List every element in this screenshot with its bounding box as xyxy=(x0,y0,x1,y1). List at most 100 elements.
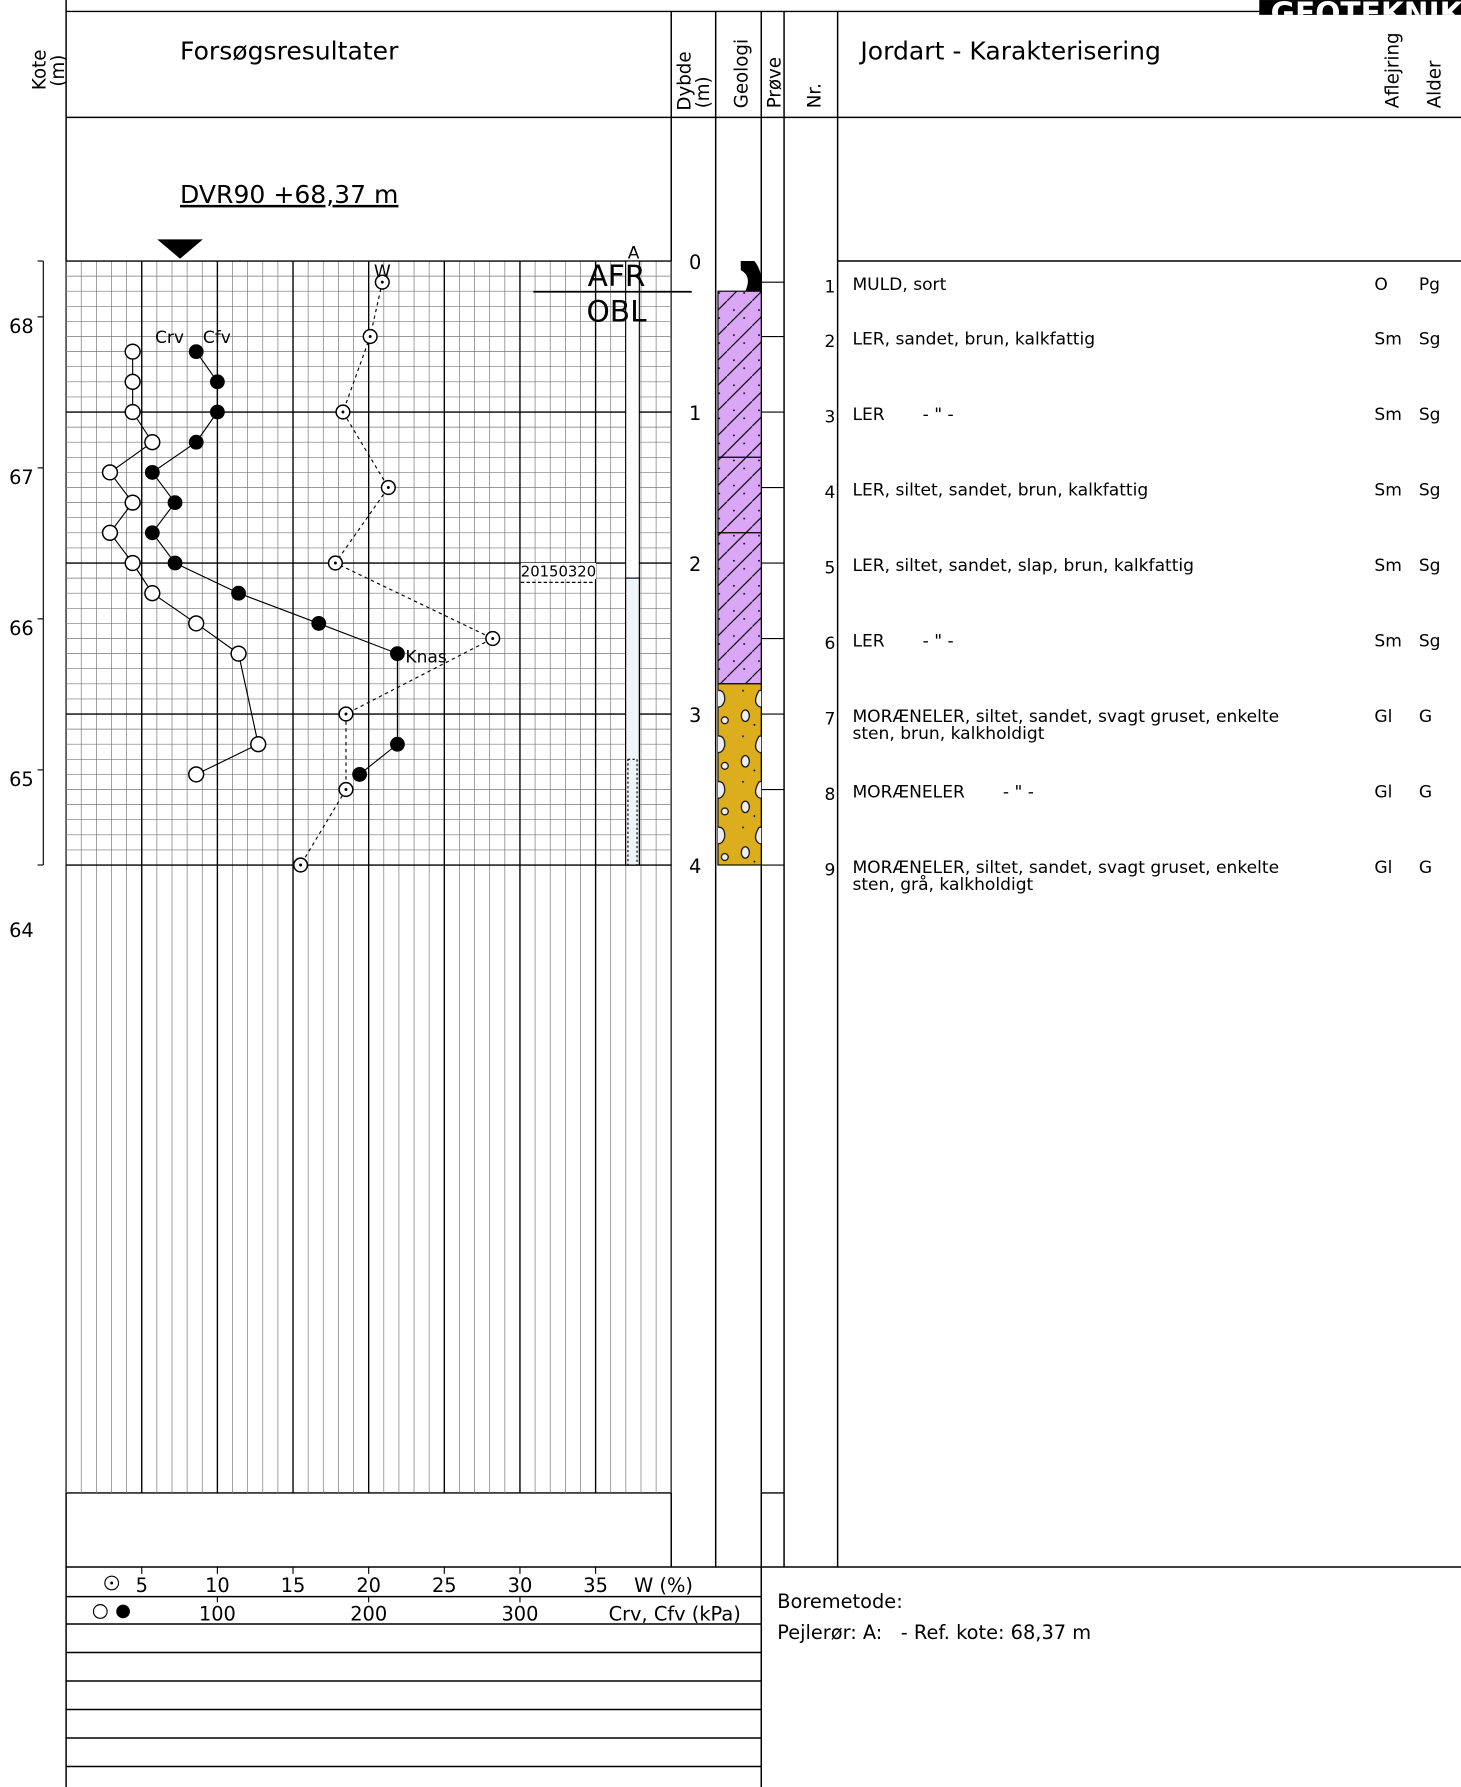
crv-point xyxy=(124,403,141,421)
legend-crv-symbol xyxy=(92,1604,108,1619)
strength-tick-label: 300 xyxy=(501,1603,538,1626)
cfv-point xyxy=(209,374,225,390)
elevation-header: (m) xyxy=(48,55,69,87)
layer-pattern xyxy=(717,683,762,866)
sample-age: G xyxy=(1419,707,1432,727)
sample-nr: 4 xyxy=(824,483,835,503)
piezometer-name: A xyxy=(628,244,640,264)
sample-age: Sg xyxy=(1419,556,1441,576)
crv-point xyxy=(124,373,141,390)
nr-header: Nr. xyxy=(805,83,826,108)
w-tick-label: 30 xyxy=(508,1574,533,1597)
sample-deposit: Gl xyxy=(1374,858,1392,878)
crv-point xyxy=(124,343,141,360)
deposit-header: Aflejring xyxy=(1382,32,1403,108)
strength-tick-label: 100 xyxy=(199,1603,236,1626)
elevation-tick-label: 64 xyxy=(9,919,34,942)
results-header: Forsøgsresultater xyxy=(180,36,399,65)
depth-header: (m) xyxy=(693,76,714,108)
sample-nr: 3 xyxy=(824,407,835,427)
cfv-point xyxy=(188,434,204,450)
w-point-dot xyxy=(380,280,384,284)
cfv-point xyxy=(167,555,183,571)
sample-nr: 9 xyxy=(824,860,835,880)
sample-description: LER, sandet, brun, kalkfattig xyxy=(852,329,1095,349)
crv-point xyxy=(188,766,205,783)
w-line xyxy=(300,282,495,866)
elevation-tick-label: 65 xyxy=(9,768,34,791)
w-tick-label: 10 xyxy=(205,1574,230,1597)
w-label: W xyxy=(374,262,391,282)
layer-pattern xyxy=(717,291,762,458)
cfv-point xyxy=(311,616,327,631)
cfv-point xyxy=(144,525,160,541)
reference-label: DVR90 +68,37 m xyxy=(180,180,398,209)
sample-deposit: Gl xyxy=(1374,707,1392,727)
layer-pattern xyxy=(717,532,762,684)
crv-point xyxy=(101,524,119,541)
sample-deposit: O xyxy=(1374,275,1387,295)
pipe-reference: Pejlerør: A: - Ref. kote: 68,37 m xyxy=(777,1621,1091,1644)
sample-age: Sg xyxy=(1419,329,1441,349)
sample-nr: 6 xyxy=(824,634,835,654)
w-tick-label: 15 xyxy=(281,1574,306,1597)
sample-description: LER, siltet, sandet, slap, brun, kalkfat… xyxy=(852,556,1194,576)
sample-nr: 1 xyxy=(824,277,835,297)
cfv-point xyxy=(188,344,204,360)
sample-deposit: Sm xyxy=(1374,480,1401,500)
w-tick-label: 25 xyxy=(432,1574,457,1597)
crv-point xyxy=(188,615,205,632)
cfv-point xyxy=(167,495,183,511)
elevation-header: Kote xyxy=(30,50,51,91)
crv-point xyxy=(124,554,141,572)
layer-pattern xyxy=(717,457,762,533)
logo-box xyxy=(1259,0,1461,15)
sample-deposit: Sm xyxy=(1374,556,1401,576)
depth-tick-label: 1 xyxy=(689,402,701,425)
depth-header: Dybde xyxy=(675,51,696,110)
w-point-dot xyxy=(386,486,390,489)
water-level-date: 20150320 xyxy=(521,564,596,581)
piezometer-label: AFR xyxy=(588,258,646,293)
crv-point xyxy=(124,494,141,511)
frame xyxy=(65,0,1461,1787)
sample-age: Sg xyxy=(1419,405,1441,425)
remark: Knas xyxy=(405,648,446,668)
crv-label: Crv xyxy=(155,328,184,348)
w-point-dot xyxy=(344,788,348,791)
cfv-point xyxy=(390,736,405,752)
sample-deposit: Sm xyxy=(1374,631,1401,651)
cfv-point xyxy=(144,465,160,480)
depth-tick-label: 2 xyxy=(689,553,701,576)
sample-age: Pg xyxy=(1419,275,1440,295)
w-axis-label: W (%) xyxy=(634,1574,693,1597)
drilling-method: Boremetode: xyxy=(777,1590,903,1613)
sample-nr: 7 xyxy=(824,709,835,729)
crv-point xyxy=(230,645,247,662)
geology-header: Geologi xyxy=(732,39,753,108)
w-point-dot xyxy=(333,561,337,565)
w-point-dot xyxy=(344,712,348,716)
w-tick-label: 20 xyxy=(356,1574,381,1597)
logo: GEOTEKNIK xyxy=(1271,0,1461,30)
elevation-tick-label: 66 xyxy=(9,617,34,640)
date-bg xyxy=(520,563,597,579)
depth-tick-label: 3 xyxy=(689,704,701,727)
sample-description: LER, siltet, sandet, brun, kalkfattig xyxy=(852,480,1148,500)
sample-header: Prøve xyxy=(765,57,786,108)
sample-description: MORÆNELER, siltet, sandet, svagt gruset,… xyxy=(852,858,1279,878)
w-tick-label: 5 xyxy=(136,1574,148,1597)
cfv-point xyxy=(352,767,367,782)
sample-age: G xyxy=(1419,858,1432,878)
sample-description: LER - " - xyxy=(852,631,953,651)
piezometer-screen xyxy=(627,758,638,866)
sample-nr: 8 xyxy=(824,785,835,805)
crv-point xyxy=(144,434,161,451)
sample-description: MORÆNELER, siltet, sandet, svagt gruset,… xyxy=(852,707,1279,727)
w-point-dot xyxy=(368,335,372,338)
sample-deposit: Gl xyxy=(1374,782,1392,802)
cfv-point xyxy=(209,404,225,420)
crv-point xyxy=(144,585,161,602)
sample-description: MORÆNELER - " - xyxy=(852,782,1033,802)
